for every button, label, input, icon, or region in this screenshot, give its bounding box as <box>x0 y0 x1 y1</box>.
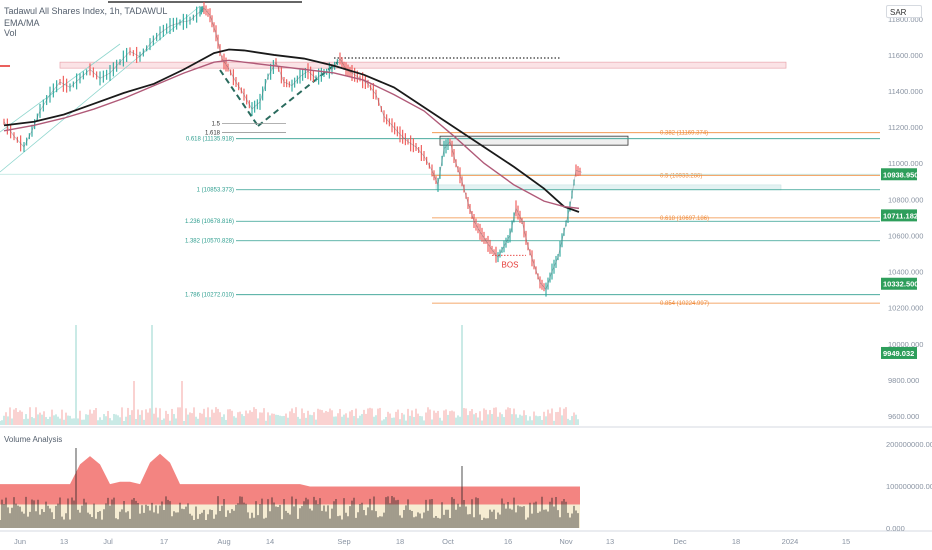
x-tick-label: Jun <box>14 537 26 546</box>
x-tick-label: 18 <box>732 537 740 546</box>
fib-ext-label: 0.854 (10224.997) <box>660 301 709 307</box>
x-tick-label: Nov <box>559 537 573 546</box>
fib-ext-label: 0.382 (11169.374) <box>660 131 708 137</box>
y-tick-label: 11800.000 <box>888 15 923 24</box>
y-tick-label: 9600.000 <box>888 412 919 421</box>
x-tick-label: Dec <box>673 537 687 546</box>
x-tick-label: 2024 <box>782 537 799 546</box>
resistance-zone <box>439 135 629 146</box>
y-tick-label: 11400.000 <box>888 87 923 96</box>
fib-level-label: 1.236 (10678.816) <box>185 219 234 225</box>
price-path <box>3 7 583 291</box>
volume-y-tick: 0.000 <box>886 524 905 533</box>
x-tick-label: 17 <box>160 537 168 546</box>
demand-zone <box>435 184 782 191</box>
fib-ext-label: 0.5 (10933.280) <box>660 173 702 179</box>
indicator-ema-ma-label: EMA/MA <box>4 18 40 28</box>
x-tick-label: Oct <box>442 537 455 546</box>
volume-y-tick: 200000000.000 <box>886 440 932 449</box>
bos-label: BOS <box>502 260 519 269</box>
x-tick-label: Aug <box>217 537 230 546</box>
y-tick-label: 10400.000 <box>888 268 923 277</box>
price-tag <box>881 168 917 181</box>
fib-ext-label: 0.618 (10697.186) <box>660 216 709 222</box>
x-tick-label: 15 <box>842 537 850 546</box>
y-tick-label: 11200.000 <box>888 123 923 132</box>
chart-title: Tadawul All Shares Index, 1h, TADAWUL <box>4 6 168 16</box>
x-tick-label: Jul <box>103 537 113 546</box>
indicator-volume-label: Vol <box>4 28 17 38</box>
y-tick-label: 10600.000 <box>888 231 923 240</box>
fib-level-label: 1.786 (10272.010) <box>185 293 234 299</box>
fib-level-label: 1.382 (10570.828) <box>185 239 234 245</box>
trend-line-lower <box>0 43 121 133</box>
price-tag-label: 10332.500 <box>883 280 918 289</box>
x-tick-label: Sep <box>337 537 350 546</box>
x-tick-label: 13 <box>60 537 68 546</box>
y-tick-label: 9800.000 <box>888 376 919 385</box>
price-tag <box>881 209 917 222</box>
y-tick-label: 11000.000 <box>888 159 923 168</box>
fib-level-label: 1.618 <box>205 131 221 137</box>
price-tag-label: 9949.032 <box>883 349 914 358</box>
fib-level-label: 1.5 <box>212 122 221 128</box>
ma-line <box>3 59 580 210</box>
price-tag-label: 10711.182 <box>883 211 918 220</box>
y-tick-label: 10000.000 <box>888 340 923 349</box>
y-tick-label: 10200.000 <box>888 304 923 313</box>
trend-line-upper <box>0 5 201 173</box>
volume-y-tick: 100000000.000 <box>886 482 932 491</box>
price-tag <box>881 346 917 359</box>
x-tick-label: 14 <box>266 537 274 546</box>
wave-dash-a <box>219 69 259 127</box>
x-tick-label: 16 <box>504 537 512 546</box>
currency-selector[interactable]: SAR <box>886 5 922 18</box>
y-tick-label: 10800.000 <box>888 195 923 204</box>
price-tag <box>881 277 917 290</box>
volume-band <box>0 453 580 505</box>
supply-zone <box>59 61 787 69</box>
fib-level-label: 1 (10853.373) <box>197 188 234 194</box>
volume-analysis-label: Volume Analysis <box>4 435 63 444</box>
x-tick-label: 18 <box>396 537 404 546</box>
x-tick-label: 13 <box>606 537 614 546</box>
y-tick-label: 11600.000 <box>888 51 923 60</box>
price-tag-label: 10938.950 <box>883 170 918 179</box>
ema-line <box>3 48 580 213</box>
fib-level-label: 0.618 (11135.918) <box>186 137 234 143</box>
